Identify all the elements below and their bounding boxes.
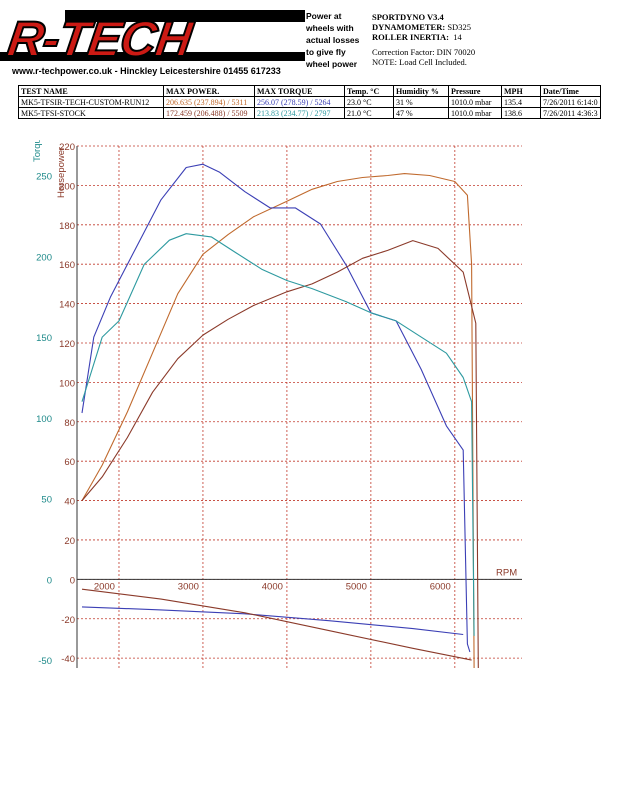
hp-tick-label: -40 — [61, 654, 75, 665]
torque-tick-label: 50 — [41, 495, 52, 506]
run-name: MK5-TFSIR-TECH-CUSTOM-RUN12 — [18, 96, 164, 108]
custom-torque-line — [81, 163, 471, 653]
run-humidity: 31 % — [393, 96, 449, 108]
x-axis-label: RPM — [496, 567, 517, 578]
hp-tick-label: 60 — [64, 457, 75, 468]
col-humidity: Humidity % — [393, 85, 449, 97]
hp-tick-label: 80 — [64, 418, 75, 429]
torque-tick-label: 250 — [36, 172, 52, 183]
run-datetime: 7/26/2011 4:36:3 — [540, 107, 601, 119]
run-datetime: 7/26/2011 6:14:0 — [540, 96, 601, 108]
hp-tick-label: 200 — [59, 181, 75, 192]
x-tick-label: 6000 — [430, 581, 451, 592]
hp-tick-label: 20 — [64, 536, 75, 547]
col-datetime: Date/Time — [540, 85, 601, 97]
x-tick-label: 2000 — [94, 581, 115, 592]
stock-torque-line — [81, 233, 475, 636]
note: NOTE: Load Cell Included. — [372, 57, 467, 67]
dyno-label: DYNAMOMETER: — [372, 22, 446, 32]
logo: R-TECH www.r-techpower.co.uk - Hinckley … — [0, 0, 305, 80]
logo-contact: www.r-techpower.co.uk - Hinckley Leicest… — [12, 66, 281, 76]
x-tick-label: 4000 — [262, 581, 283, 592]
torque-tick-label: 0 — [47, 575, 52, 586]
software-version: SPORTDYNO V3.4 — [372, 12, 444, 22]
run-torque: 256.07 (278.59) / 5264 — [254, 96, 345, 108]
torque-tick-label: 150 — [36, 333, 52, 344]
run-power: 172.459 (206.488) / 5509 — [163, 107, 255, 119]
hp-axis-label: Horsepower — [56, 147, 67, 198]
run-pressure: 1010.0 mbar — [448, 107, 502, 119]
logo-bar — [65, 10, 305, 22]
hp-tick-label: 160 — [59, 260, 75, 271]
tagline: Power at wheels with actual losses to gi… — [306, 11, 360, 69]
dyno-chart: 2000 3000 4000 5000 6000-40-2002040608010012… — [32, 140, 522, 669]
logo-bar — [0, 52, 305, 61]
run-power: 206.635 (237.894) / 5311 — [163, 96, 255, 108]
col-pressure: Pressure — [448, 85, 502, 97]
col-max-torque: MAX TORQUE — [254, 85, 345, 97]
hp-tick-label: -20 — [61, 615, 75, 626]
run-mph: 138.6 — [501, 107, 541, 119]
dyno-info: SPORTDYNO V3.4 DYNAMOMETER: SD325 ROLLER… — [372, 12, 475, 67]
col-max-power: MAX POWER. — [163, 85, 255, 97]
hp-tick-label: 140 — [59, 300, 75, 311]
table-row: MK5-TFSIR-TECH-CUSTOM-RUN12 206.635 (237… — [18, 96, 601, 108]
hp-tick-label: 100 — [59, 378, 75, 389]
run-humidity: 47 % — [393, 107, 449, 119]
inertia-label: ROLLER INERTIA: — [372, 32, 449, 42]
torque-tick-label: 100 — [36, 414, 52, 425]
col-mph: MPH — [501, 85, 541, 97]
run-temp: 23.0 °C — [344, 96, 394, 108]
x-tick-label: 5000 — [346, 581, 367, 592]
table-row: MK5-TFSI-STOCK 172.459 (206.488) / 5509 … — [18, 107, 601, 119]
hp-tick-label: 40 — [64, 497, 75, 508]
torque-tick-label: 200 — [36, 252, 52, 263]
run-pressure: 1010.0 mbar — [448, 96, 502, 108]
table-header-row: TEST NAME MAX POWER. MAX TORQUE Temp. °C… — [18, 85, 601, 97]
hp-tick-label: 0 — [70, 575, 75, 586]
hp-tick-label: 220 — [59, 142, 75, 153]
col-test-name: TEST NAME — [18, 85, 164, 97]
custom-loss-line — [81, 606, 464, 636]
col-temp: Temp. °C — [344, 85, 394, 97]
stock-power-line — [81, 240, 479, 669]
torque-tick-label: -50 — [38, 656, 52, 667]
hp-tick-label: 180 — [59, 221, 75, 232]
custom-power-line — [81, 173, 475, 669]
run-table: TEST NAME MAX POWER. MAX TORQUE Temp. °C… — [18, 85, 601, 119]
inertia-value: 14 — [453, 32, 462, 42]
run-mph: 135.4 — [501, 96, 541, 108]
dyno-value: SD325 — [447, 22, 471, 32]
torque-axis-label: Torque — [32, 140, 43, 162]
run-name: MK5-TFSI-STOCK — [18, 107, 164, 119]
stock-loss-line — [81, 588, 472, 661]
x-tick-label: 3000 — [178, 581, 199, 592]
hp-tick-label: 120 — [59, 339, 75, 350]
correction-factor: Correction Factor: DIN 70020 — [372, 47, 476, 57]
run-temp: 21.0 °C — [344, 107, 394, 119]
logo-text: R-TECH — [3, 10, 196, 68]
run-torque: 213.83 (234.77) / 2797 — [254, 107, 345, 119]
